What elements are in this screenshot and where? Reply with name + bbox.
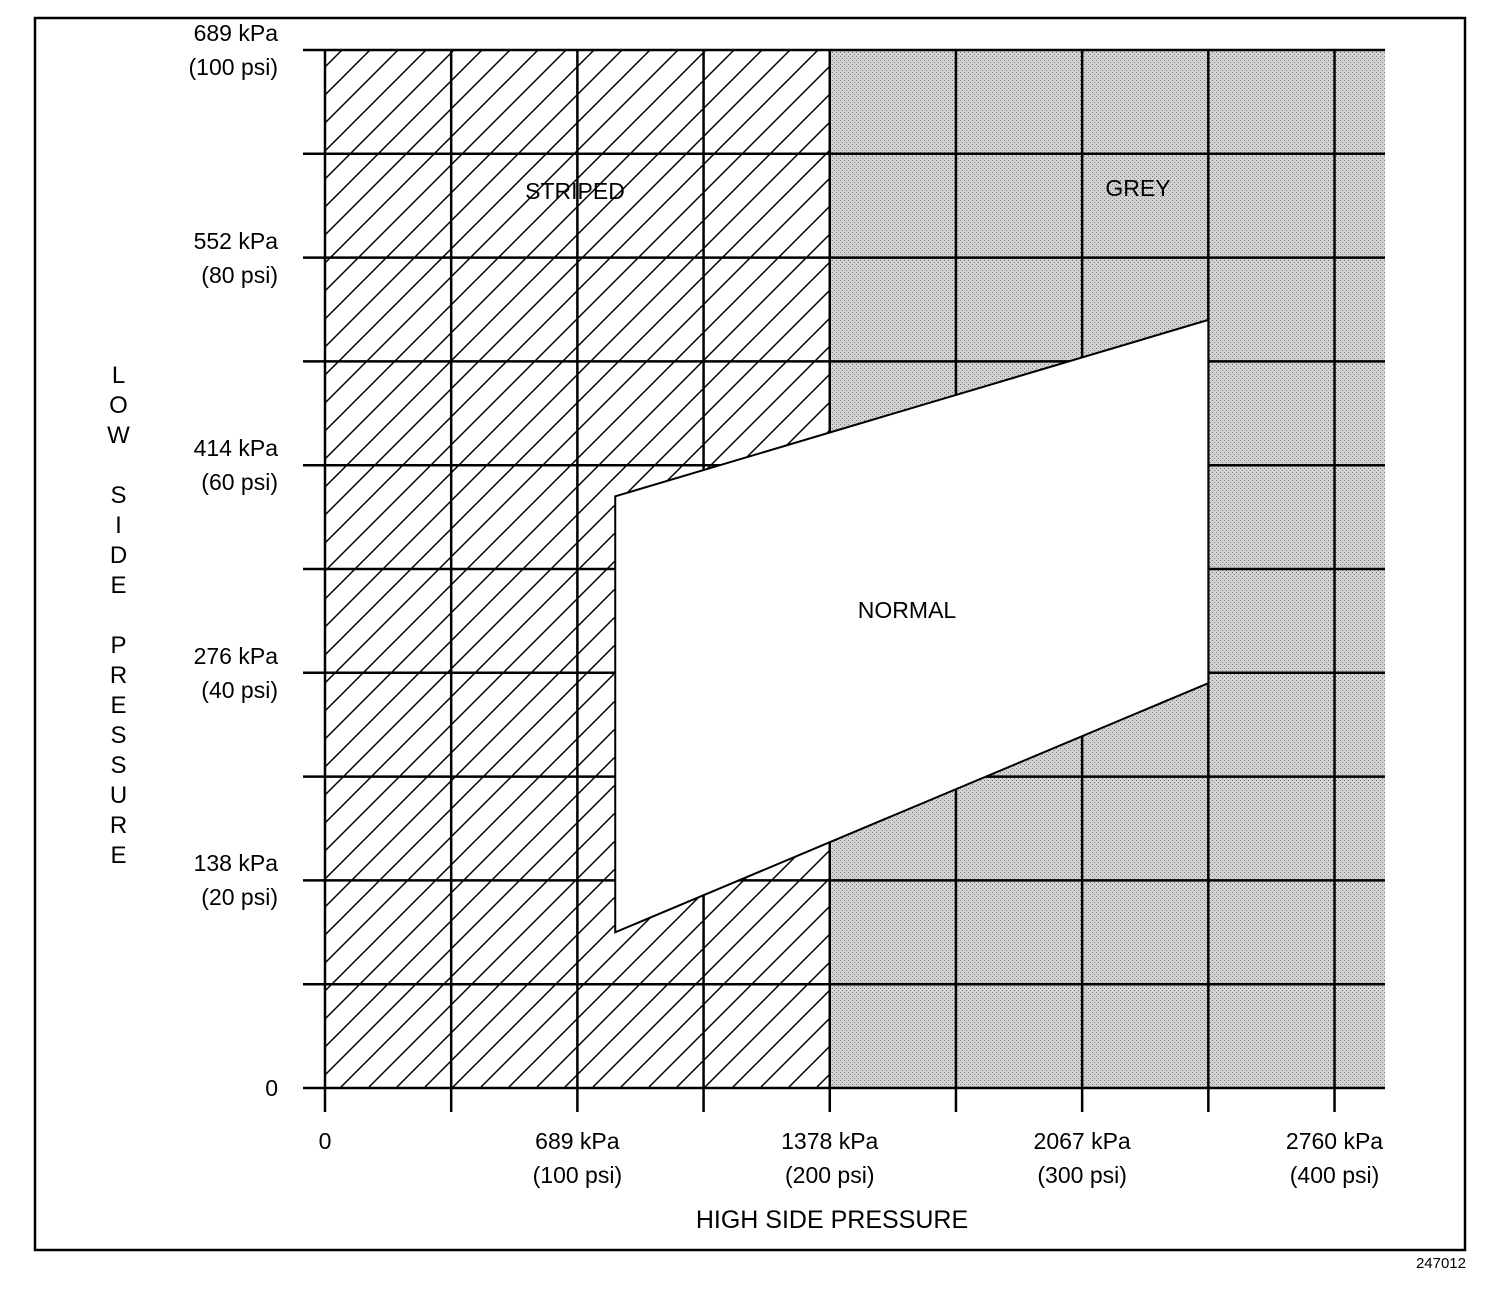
region-label: GREY: [1105, 175, 1170, 201]
y-tick-label: 138 kPa (20 psi): [193, 850, 278, 911]
x-axis-title: HIGH SIDE PRESSURE: [695, 1206, 969, 1234]
x-tick-label: 689 kPa (100 psi): [532, 1128, 623, 1188]
y-tick-label: 689 kPa (100 psi): [188, 20, 278, 80]
region-label: NORMAL: [858, 597, 957, 623]
x-tick-label: 0: [318, 1128, 332, 1154]
y-axis-title: LOW SIDE PRESSURE: [105, 362, 132, 872]
x-tick-label: 1378 kPa (200 psi): [781, 1128, 879, 1188]
frame: [33, 16, 1467, 1252]
y-tick-label: 552 kPa (80 psi): [193, 227, 278, 288]
region: [614, 318, 1210, 934]
y-tick-label: 0: [265, 1075, 278, 1101]
y-tick-label: 414 kPa (60 psi): [193, 435, 278, 496]
x-tick-label: 2760 kPa (400 psi): [1285, 1128, 1384, 1188]
x-tick-label: 2067 kPa (300 psi): [1033, 1128, 1131, 1188]
region-label: STRIPED: [525, 178, 625, 204]
figure-id: 247012: [1416, 1255, 1466, 1272]
y-tick-label: 276 kPa (40 psi): [193, 642, 278, 703]
